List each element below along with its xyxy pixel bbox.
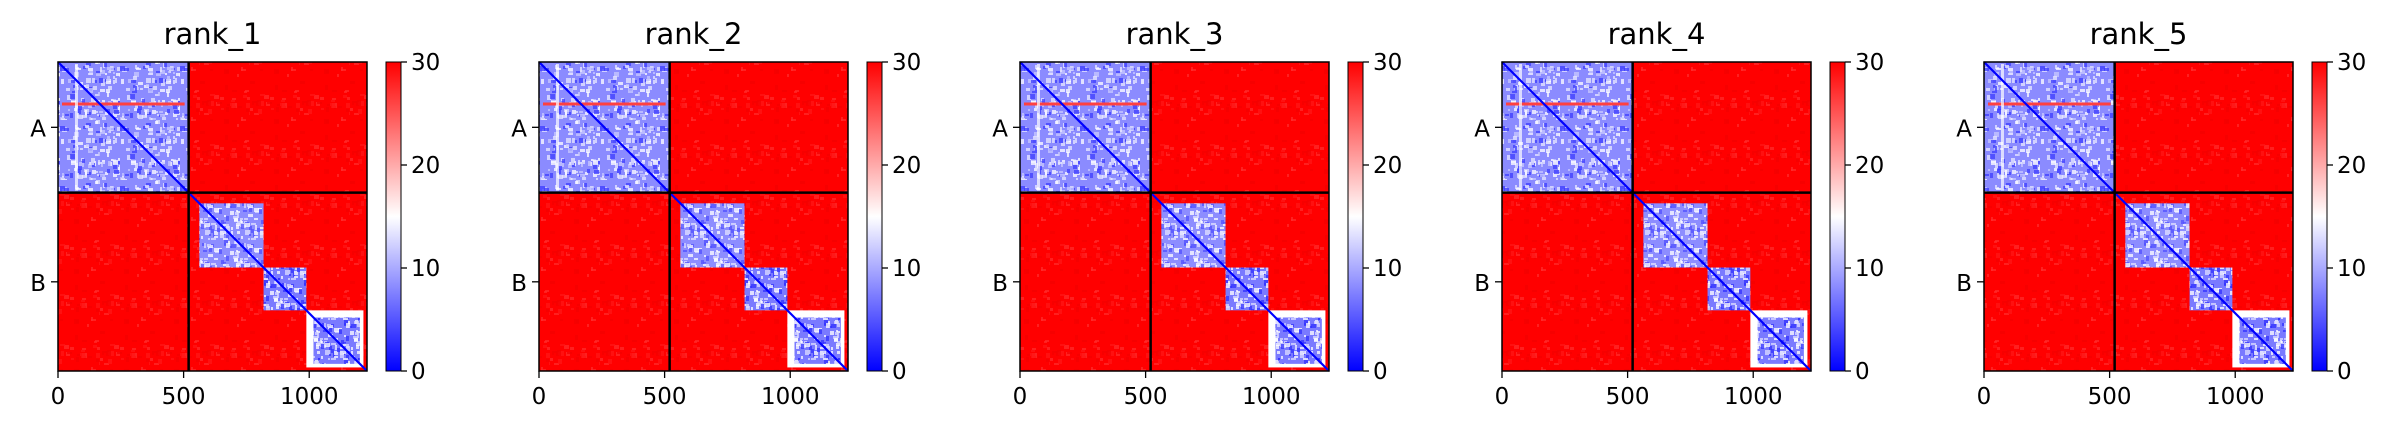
y-tick-label: A	[992, 116, 1008, 142]
chain-a-streak	[543, 102, 666, 106]
panel-title: rank_5	[2090, 17, 2188, 51]
diagonal-line	[1983, 61, 2294, 372]
y-tick-label: A	[1474, 116, 1490, 142]
panel-title: rank_2	[645, 17, 743, 51]
colorbar	[1829, 61, 1846, 372]
colorbar	[2311, 61, 2328, 372]
x-tick-label: 0	[1495, 384, 1510, 410]
y-tick-label: A	[30, 116, 46, 142]
x-tick-label: 500	[1124, 384, 1168, 410]
colorbar-tick-label: 0	[892, 359, 907, 385]
x-tick-label: 500	[2088, 384, 2132, 410]
chain-a-streak	[555, 64, 559, 191]
chain-a-streak	[1506, 102, 1629, 106]
colorbar-tick-label: 0	[1373, 359, 1388, 385]
chain-a-streak	[1988, 102, 2111, 106]
y-tick-label: B	[1474, 271, 1490, 297]
y-tick-label: A	[511, 116, 527, 142]
x-tick-label: 1000	[1242, 384, 1301, 410]
heatmap-panel: rank_5 A B 0 500 1000 0 10 20 30	[1956, 17, 2366, 410]
chain-a-streak	[1036, 64, 1040, 191]
colorbar	[385, 61, 402, 372]
y-tick-label: B	[511, 271, 527, 297]
x-tick-label: 0	[1013, 384, 1028, 410]
colorbar-tick-label: 10	[1855, 256, 1884, 282]
colorbar-tick-label: 30	[1855, 50, 1884, 76]
colorbar-tick-label: 0	[1855, 359, 1870, 385]
colorbar-tick-label: 20	[2337, 153, 2366, 179]
axes-frame	[57, 61, 368, 372]
colorbar-tick-label: 10	[892, 256, 921, 282]
panel-title: rank_1	[164, 17, 262, 51]
colorbar	[866, 61, 883, 372]
colorbar-tick-label: 20	[1373, 153, 1402, 179]
colorbar-tick-label: 10	[2337, 256, 2366, 282]
y-tick-label: B	[992, 271, 1008, 297]
colorbar-tick-label: 20	[411, 153, 440, 179]
colorbar-tick-label: 10	[1373, 256, 1402, 282]
colorbar-tick-label: 20	[892, 153, 921, 179]
diagonal-line	[1019, 61, 1330, 372]
y-tick-label: A	[1956, 116, 1972, 142]
axes-frame	[538, 61, 849, 372]
x-tick-label: 0	[1977, 384, 1992, 410]
chain-a-streak	[1518, 64, 1522, 191]
x-tick-label: 1000	[761, 384, 820, 410]
colorbar-tick-label: 20	[1855, 153, 1884, 179]
panel-title: rank_4	[1608, 17, 1706, 51]
chain-a-streak	[62, 102, 185, 106]
colorbar-tick-label: 0	[2337, 359, 2352, 385]
y-tick-label: B	[30, 271, 46, 297]
colorbar-tick-label: 30	[411, 50, 440, 76]
heatmap-panel: rank_3 A B 0 500 1000 0 10 20 30	[992, 17, 1402, 410]
panel-title: rank_3	[1126, 17, 1224, 51]
chain-a-streak	[2000, 64, 2004, 191]
x-tick-label: 500	[162, 384, 206, 410]
chain-a-streak	[74, 64, 78, 191]
colorbar-tick-label: 0	[411, 359, 426, 385]
x-tick-label: 0	[51, 384, 66, 410]
colorbar-tick-label: 30	[1373, 50, 1402, 76]
heatmap-panel: rank_4 A B 0 500 1000 0 10 20 30	[1474, 17, 1884, 410]
axes-frame	[1983, 61, 2294, 372]
x-tick-label: 0	[532, 384, 547, 410]
diagonal-line	[1501, 61, 1812, 372]
colorbar-tick-label: 30	[892, 50, 921, 76]
diagonal-line	[57, 61, 368, 372]
diagonal-line	[538, 61, 849, 372]
heatmap-panel: rank_2 A B 0 500 1000 0 10 20 30	[511, 17, 921, 410]
x-tick-label: 1000	[1724, 384, 1783, 410]
x-tick-label: 1000	[2206, 384, 2265, 410]
x-tick-label: 500	[643, 384, 687, 410]
x-tick-label: 1000	[280, 384, 339, 410]
colorbar-tick-label: 10	[411, 256, 440, 282]
axes-frame	[1019, 61, 1330, 372]
x-tick-label: 500	[1606, 384, 1650, 410]
axes-frame	[1501, 61, 1812, 372]
heatmap-panel: rank_1 A B 0 500 1000 0 10 20 30	[30, 17, 440, 410]
y-tick-label: B	[1956, 271, 1972, 297]
colorbar	[1347, 61, 1364, 372]
colorbar-tick-label: 30	[2337, 50, 2366, 76]
chain-a-streak	[1024, 102, 1147, 106]
